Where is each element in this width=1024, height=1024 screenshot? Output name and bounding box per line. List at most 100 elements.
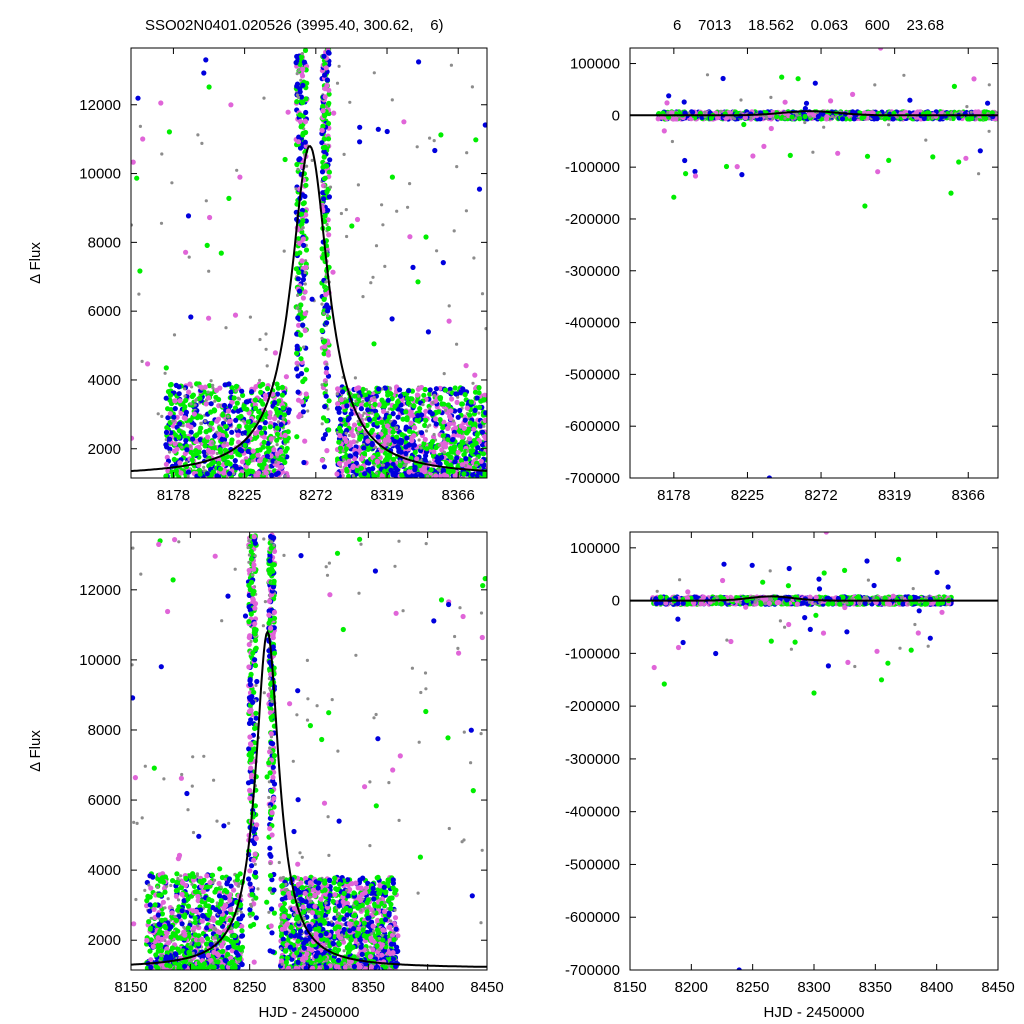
- data-point: [399, 432, 405, 438]
- data-point: [439, 454, 445, 460]
- data-point: [323, 393, 329, 399]
- data-point: [477, 411, 481, 415]
- data-point: [319, 169, 326, 175]
- data-point: [412, 425, 418, 431]
- data-point: [229, 385, 235, 391]
- data-point: [335, 401, 341, 407]
- data-point: [703, 110, 707, 114]
- data-point: [350, 463, 356, 469]
- data-point: [353, 376, 357, 380]
- data-point: [439, 401, 445, 407]
- data-point: [295, 306, 299, 310]
- data-point: [795, 76, 801, 82]
- data-point: [226, 418, 233, 424]
- data-point: [445, 425, 451, 432]
- data-point: [297, 240, 303, 246]
- data-point: [419, 430, 425, 436]
- data-point: [285, 109, 291, 115]
- data-point: [345, 234, 349, 239]
- data-point: [958, 110, 962, 114]
- y-tick-label: -600000: [565, 418, 620, 435]
- data-point: [363, 402, 369, 408]
- data-point: [301, 459, 307, 466]
- data-point: [302, 376, 308, 382]
- data-point: [235, 432, 241, 438]
- data-point: [198, 384, 204, 390]
- data-point: [386, 452, 393, 458]
- data-point: [410, 264, 416, 270]
- data-point: [195, 898, 201, 904]
- data-point: [147, 948, 153, 954]
- data-point: [202, 443, 208, 449]
- data-point: [239, 944, 246, 950]
- data-point: [206, 84, 212, 90]
- data-point: [974, 117, 978, 121]
- data-point: [294, 99, 300, 105]
- data-point: [419, 446, 423, 450]
- data-point: [345, 417, 351, 423]
- data-point: [948, 117, 952, 121]
- data-point: [324, 105, 328, 109]
- data-point: [253, 405, 259, 411]
- data-point: [324, 380, 328, 385]
- data-point: [376, 402, 382, 408]
- data-point: [281, 416, 285, 420]
- data-point: [203, 419, 207, 423]
- data-point: [321, 339, 327, 345]
- data-point: [320, 436, 326, 442]
- data-point: [197, 429, 203, 435]
- data-point: [325, 207, 331, 213]
- data-point: [358, 465, 364, 471]
- data-point: [757, 116, 763, 122]
- data-point: [296, 157, 302, 163]
- data-point: [188, 444, 192, 448]
- data-point: [202, 899, 208, 905]
- data-point: [326, 305, 332, 311]
- data-point: [189, 941, 193, 945]
- data-point: [295, 93, 299, 97]
- data-point: [442, 372, 446, 376]
- data-point: [209, 425, 213, 429]
- data-point: [354, 468, 360, 474]
- data-point: [455, 414, 461, 420]
- data-point: [155, 948, 161, 954]
- data-point: [176, 434, 182, 440]
- data-point: [368, 401, 372, 405]
- data-point: [167, 382, 174, 388]
- data-point: [442, 387, 449, 393]
- data-point: [176, 391, 182, 397]
- data-point: [481, 397, 487, 403]
- data-point: [358, 406, 364, 412]
- data-point: [227, 403, 233, 409]
- data-point: [185, 903, 191, 909]
- data-point: [447, 304, 451, 308]
- data-point: [355, 431, 359, 435]
- data-point: [480, 292, 485, 296]
- data-point: [278, 464, 285, 470]
- data-point: [140, 359, 144, 363]
- data-point: [406, 428, 413, 434]
- data-point: [163, 395, 169, 401]
- data-point: [243, 464, 249, 470]
- data-point: [473, 137, 479, 143]
- data-point: [357, 124, 363, 130]
- x-tick-label: 8225: [228, 487, 261, 504]
- data-point: [299, 399, 305, 405]
- data-point: [351, 474, 355, 478]
- data-point: [433, 421, 439, 427]
- data-point: [449, 396, 455, 402]
- data-point: [374, 445, 378, 450]
- data-point: [300, 66, 306, 72]
- y-tick-label: -500000: [565, 366, 620, 383]
- data-point: [325, 362, 329, 366]
- data-point: [183, 438, 189, 444]
- data-point: [363, 434, 369, 440]
- data-point: [446, 318, 452, 324]
- data-point: [371, 341, 377, 347]
- data-point: [167, 436, 173, 442]
- data-point: [301, 242, 307, 248]
- data-point: [337, 445, 344, 451]
- data-point: [296, 269, 302, 275]
- data-point: [320, 422, 324, 426]
- data-point: [245, 419, 251, 425]
